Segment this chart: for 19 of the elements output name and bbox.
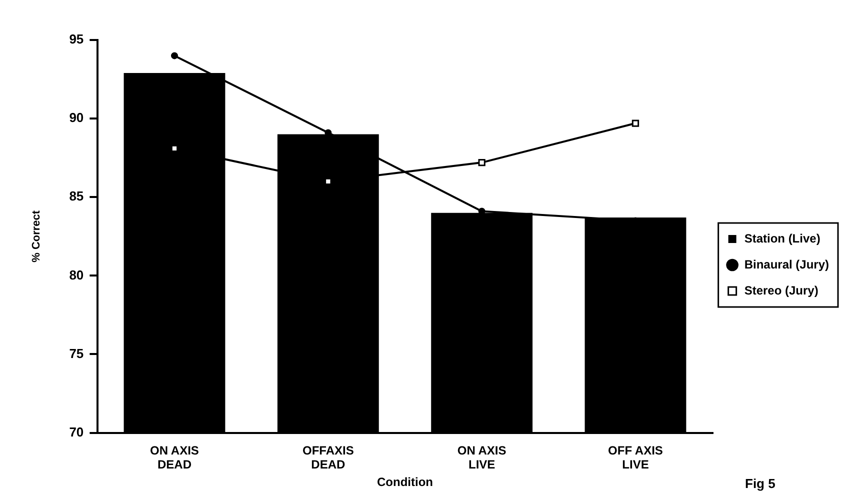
legend-label: Stereo (Jury): [744, 283, 818, 298]
x-tick-label: OFFAXIS DEAD: [302, 443, 354, 472]
point: [478, 158, 486, 166]
legend-label: Station (Live): [744, 231, 820, 246]
y-tick-label: 85: [69, 188, 84, 204]
x-tick-label: ON AXIS DEAD: [150, 443, 199, 472]
y-tick-label: 70: [69, 424, 84, 440]
y-tick-label: 90: [69, 110, 84, 126]
y-tick-label: 95: [69, 32, 84, 47]
legend-label: Binaural (Jury): [744, 257, 830, 272]
x-axis-title: Condition: [376, 475, 433, 490]
point: [632, 120, 640, 127]
x-tick-label: ON AXIS LIVE: [457, 443, 506, 472]
point: [170, 52, 178, 60]
caption: Fig 5: [745, 476, 776, 491]
y-tick-label: 75: [69, 346, 84, 361]
y-tick-label: 80: [69, 267, 84, 282]
x-tick-label: OFF AXIS LIVE: [608, 443, 663, 472]
y-axis-title: % Correct: [30, 210, 43, 262]
